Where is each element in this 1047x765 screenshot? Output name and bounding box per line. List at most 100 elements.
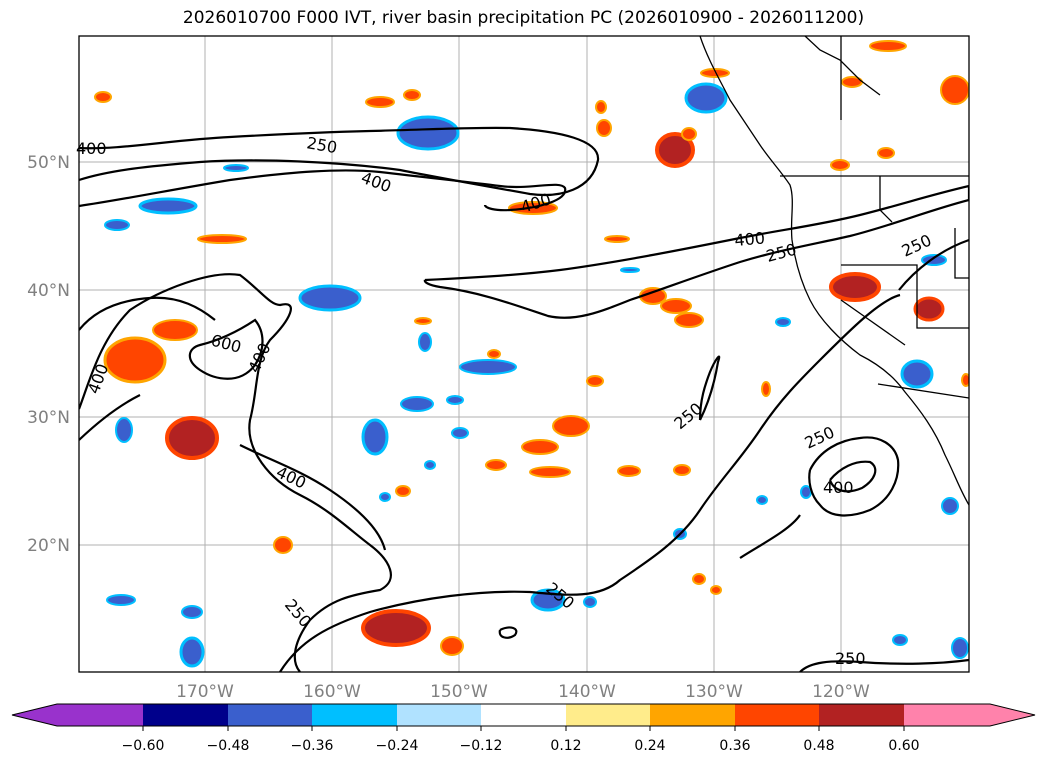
precip-patch bbox=[529, 466, 571, 478]
precip-patch bbox=[673, 464, 691, 476]
precip-patch bbox=[620, 267, 640, 273]
lon-label: 130°W bbox=[685, 682, 743, 702]
precip-patch bbox=[440, 636, 464, 656]
colorbar-swatch bbox=[143, 704, 228, 726]
precip-patch bbox=[487, 349, 501, 359]
precip-patch bbox=[104, 219, 130, 231]
lon-label: 120°W bbox=[812, 682, 870, 702]
precip-patch bbox=[586, 375, 604, 387]
map-background bbox=[79, 36, 969, 672]
coastline bbox=[699, 36, 969, 506]
precip-patch bbox=[941, 497, 959, 515]
contour-line bbox=[739, 514, 801, 559]
ivt-contours bbox=[79, 126, 969, 672]
precip-patch bbox=[951, 637, 969, 659]
precip-patch bbox=[892, 634, 908, 646]
precip-patch bbox=[365, 96, 395, 108]
lat-label: 40°N bbox=[27, 281, 70, 301]
precip-patch bbox=[674, 312, 704, 328]
precip-patch bbox=[400, 396, 434, 412]
precip-patch bbox=[361, 418, 389, 456]
colorbar-swatch bbox=[397, 704, 481, 726]
colorbar-tick-label: 0.60 bbox=[888, 738, 919, 754]
contour-line bbox=[698, 355, 721, 421]
coastlines bbox=[699, 36, 969, 506]
contour-line bbox=[188, 318, 264, 380]
precip-patch bbox=[692, 573, 706, 585]
precip-patch bbox=[94, 91, 112, 103]
precip-patch bbox=[913, 296, 945, 322]
colorbar-swatch bbox=[57, 704, 143, 726]
precip-patch bbox=[655, 132, 695, 168]
precip-patch bbox=[710, 585, 722, 595]
precip-patch bbox=[298, 284, 362, 312]
precip-patch bbox=[604, 235, 630, 243]
precip-patch bbox=[103, 336, 167, 384]
gridlines bbox=[79, 36, 969, 672]
precip-patch bbox=[829, 272, 881, 302]
precip-patch bbox=[138, 197, 198, 215]
precip-patch bbox=[681, 127, 697, 141]
precip-patch bbox=[361, 609, 431, 647]
colorbar-swatch bbox=[312, 704, 397, 726]
lon-label: 160°W bbox=[303, 682, 361, 702]
contour-label: 400 bbox=[734, 228, 766, 250]
precip-patch bbox=[179, 636, 205, 668]
lat-label: 30°N bbox=[27, 408, 70, 428]
colorbar-swatch bbox=[481, 704, 566, 726]
colorbar-swatch bbox=[650, 704, 735, 726]
precip-patch bbox=[379, 492, 391, 502]
latitude-labels: 50°N 40°N 30°N 20°N bbox=[27, 153, 70, 556]
precip-patch bbox=[424, 460, 436, 470]
precip-patch bbox=[414, 317, 432, 325]
lon-label: 150°W bbox=[430, 682, 488, 702]
precip-patch bbox=[459, 359, 517, 375]
contour-line bbox=[79, 394, 141, 441]
contour-line bbox=[898, 238, 969, 291]
colorbar-tick-label: −0.36 bbox=[291, 738, 334, 754]
contour-label: 400 bbox=[76, 139, 107, 158]
map-title: 2026010700 F000 IVT, river basin precipi… bbox=[182, 8, 865, 28]
colorbar-extend-low bbox=[12, 704, 57, 726]
precip-patch bbox=[617, 465, 641, 477]
longitude-labels: 170°W 160°W 150°W 140°W 130°W 120°W bbox=[176, 682, 870, 702]
precip-patch bbox=[900, 359, 934, 389]
precip-patch bbox=[596, 119, 612, 137]
precip-patch bbox=[552, 415, 590, 437]
colorbar-ticks bbox=[142, 726, 905, 731]
precip-patch bbox=[940, 75, 969, 105]
precip-patch bbox=[197, 234, 247, 244]
precip-patch bbox=[273, 536, 293, 554]
colorbar-tick-label: 0.48 bbox=[803, 738, 834, 754]
colorbar-swatch bbox=[735, 704, 819, 726]
colorbar: −0.60 −0.48 −0.36 −0.24 −0.12 0.12 0.24 … bbox=[11, 703, 1036, 754]
positive-precip-patches bbox=[94, 40, 969, 656]
precip-patch bbox=[181, 605, 203, 619]
colorbar-swatch bbox=[819, 704, 904, 726]
contour-line bbox=[79, 126, 600, 196]
precip-patch bbox=[761, 381, 771, 397]
precip-patch bbox=[165, 416, 219, 460]
colorbar-tick-label: 0.12 bbox=[550, 738, 581, 754]
contour-line bbox=[423, 184, 969, 319]
border-line bbox=[841, 264, 969, 329]
contour-line bbox=[799, 658, 969, 672]
precip-patch bbox=[403, 89, 421, 101]
precip-patch bbox=[700, 68, 730, 78]
precip-patch bbox=[660, 298, 692, 314]
contour-line bbox=[79, 273, 392, 672]
precip-patch bbox=[223, 164, 249, 172]
colorbar-tick-label: −0.24 bbox=[376, 738, 419, 754]
precip-patch bbox=[521, 439, 559, 455]
negative-precip-patches bbox=[104, 82, 969, 668]
border-line bbox=[877, 383, 969, 399]
contour-line bbox=[279, 293, 901, 672]
precip-patch bbox=[775, 317, 791, 327]
precip-patch bbox=[446, 395, 464, 405]
border-line bbox=[954, 228, 969, 279]
lon-label: 170°W bbox=[176, 682, 234, 702]
colorbar-swatch bbox=[228, 704, 312, 726]
precip-patch bbox=[485, 459, 507, 471]
precip-patch bbox=[595, 100, 607, 114]
contour-line bbox=[828, 460, 877, 493]
